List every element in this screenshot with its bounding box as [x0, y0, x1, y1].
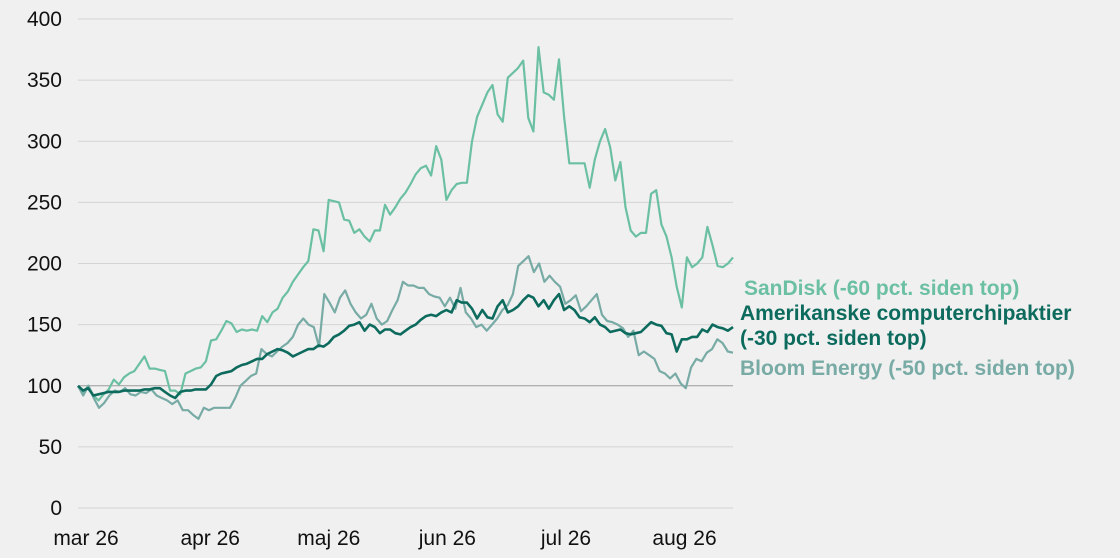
legend: SanDisk (-60 pct. siden top)Amerikanske …	[740, 277, 1075, 380]
y-tick-label: 400	[27, 8, 62, 31]
y-tick-label: 150	[27, 314, 62, 337]
legend-label: (-30 pct. siden top)	[740, 327, 927, 350]
series-line-bloom	[77, 255, 734, 420]
x-tick-label: jul 26	[540, 527, 591, 550]
gridlines	[78, 18, 733, 509]
y-tick-label: 200	[27, 253, 62, 276]
y-tick-label: 100	[27, 375, 62, 398]
y-axis-ticks: 0 50 100 150 200 250 300 350 400	[27, 8, 62, 520]
x-tick-label: jun 26	[418, 527, 476, 550]
series-lines	[77, 45, 734, 420]
y-tick-label: 250	[27, 191, 62, 214]
legend-label: Amerikanske computerchipaktier	[740, 302, 1071, 325]
series-line-sandisk	[77, 45, 734, 402]
x-tick-label: apr 26	[180, 527, 240, 550]
y-tick-label: 350	[27, 69, 62, 92]
series-line-amerikanske	[77, 292, 734, 400]
x-tick-label: maj 26	[297, 527, 360, 550]
legend-label: SanDisk (-60 pct. siden top)	[744, 277, 1019, 300]
x-axis-ticks: mar 26 apr 26 maj 26 jun 26 jul 26 aug 26	[53, 527, 716, 550]
y-tick-label: 50	[39, 436, 62, 459]
y-tick-label: 0	[50, 497, 62, 520]
x-tick-label: mar 26	[53, 527, 118, 550]
y-tick-label: 300	[27, 130, 62, 153]
legend-label: Bloom Energy (-50 pct. siden top)	[740, 357, 1075, 380]
x-tick-label: aug 26	[652, 527, 716, 550]
